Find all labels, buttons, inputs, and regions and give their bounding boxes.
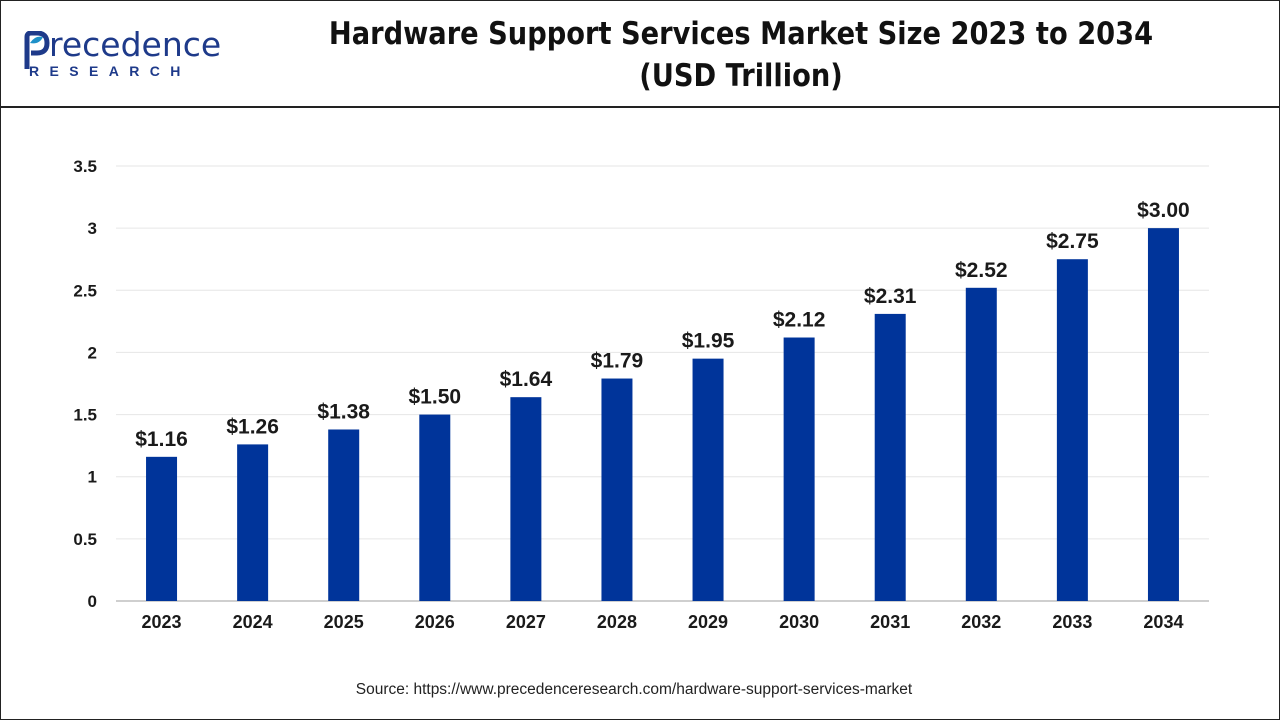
bar-2033	[1056, 259, 1088, 601]
data-label-2028: $1.79	[591, 350, 644, 373]
x-tick-label: 2031	[870, 612, 910, 632]
bar-2029	[692, 358, 724, 601]
data-label-2026: $1.50	[409, 386, 462, 409]
chart-subtitle: (USD Trillion)	[639, 58, 843, 94]
brand-name: recedence	[49, 25, 222, 64]
y-tick-label: 1.5	[73, 406, 97, 425]
x-tick-label: 2034	[1143, 612, 1183, 632]
bar-2027	[510, 397, 542, 601]
x-tick-label: 2025	[324, 612, 364, 632]
x-tick-label: 2028	[597, 612, 637, 632]
source-note: Source: https://www.precedenceresearch.c…	[355, 681, 913, 698]
y-tick-label: 2.5	[73, 281, 97, 300]
y-tick-label: 1	[88, 468, 97, 487]
data-label-2027: $1.64	[500, 368, 553, 391]
y-tick-label: 2	[88, 343, 97, 362]
y-tick-label: 3.5	[73, 157, 97, 176]
bar-2028	[601, 378, 633, 601]
bar-2032	[965, 287, 997, 601]
bar-2024	[237, 444, 269, 601]
header: recedence RESEARCH Hardware Support Serv…	[1, 1, 1279, 108]
brand-logo: recedence RESEARCH	[21, 27, 221, 83]
x-tick-label: 2027	[506, 612, 546, 632]
y-tick-label: 0.5	[73, 530, 97, 549]
x-tick-label: 2023	[142, 612, 182, 632]
data-label-2025: $1.38	[317, 400, 370, 423]
data-label-2030: $2.12	[773, 309, 826, 332]
data-label-2023: $1.16	[135, 428, 188, 451]
x-tick-label: 2029	[688, 612, 728, 632]
data-label-2031: $2.31	[864, 285, 917, 308]
bar-2025	[328, 429, 360, 601]
leaf-icon	[24, 31, 50, 69]
y-tick-label: 3	[88, 219, 97, 238]
x-tick-label: 2032	[961, 612, 1001, 632]
x-tick-label: 2026	[415, 612, 455, 632]
bar-2030	[783, 337, 815, 601]
bar-2031	[874, 313, 906, 601]
data-label-2034: $3.00	[1137, 199, 1190, 222]
x-tick-label: 2024	[233, 612, 273, 632]
data-label-2033: $2.75	[1046, 230, 1099, 253]
bar-2023	[146, 456, 178, 601]
bar-2034	[1147, 228, 1179, 601]
data-label-2024: $1.26	[226, 415, 279, 438]
data-label-2029: $1.95	[682, 330, 735, 353]
data-label-2032: $2.52	[955, 259, 1008, 282]
bar-2026	[419, 414, 451, 601]
y-tick-label: 0	[88, 592, 97, 611]
chart-title: Hardware Support Services Market Size 20…	[328, 16, 1154, 52]
bar-chart: 0 0.5 1 1.5 2 2.5 3 3.5 $1.16 2023 $1.26 2024 $1.38 2…	[73, 157, 1209, 632]
brand-subname: RESEARCH	[29, 63, 191, 79]
x-tick-label: 2030	[779, 612, 819, 632]
x-tick-label: 2033	[1052, 612, 1092, 632]
title-block: Hardware Support Services Market Size 20…	[221, 13, 1261, 97]
